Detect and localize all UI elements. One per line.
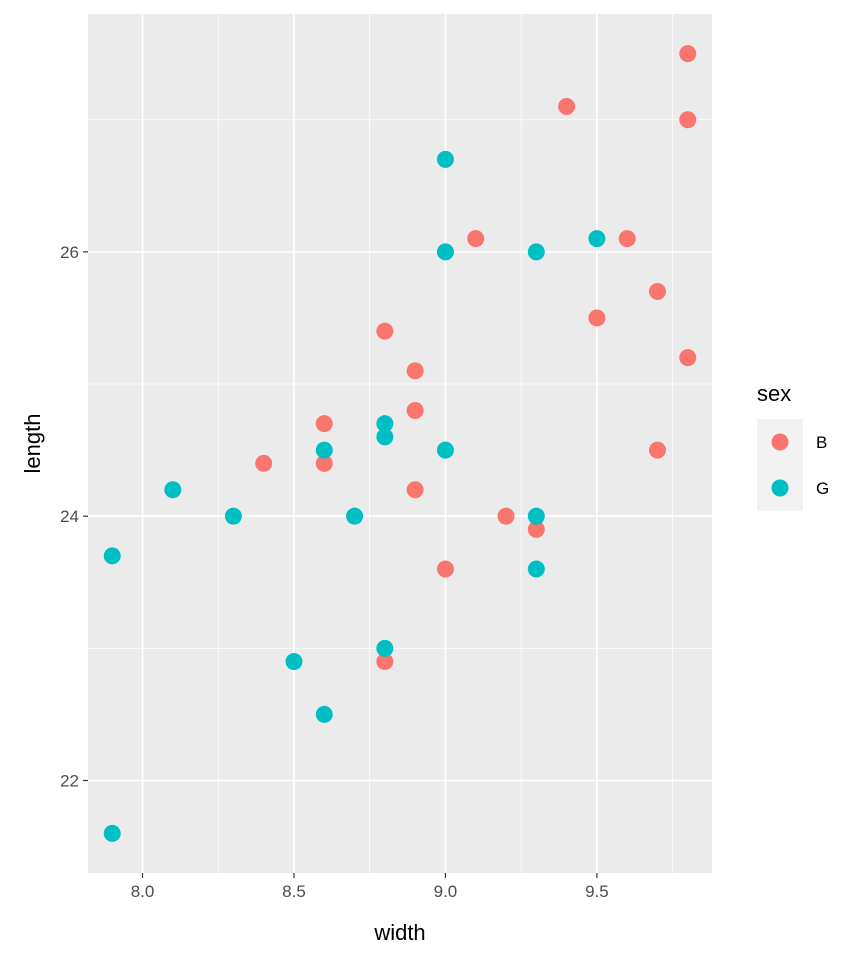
grid-minor <box>88 14 712 873</box>
point-G <box>315 705 333 723</box>
point-B <box>255 454 273 472</box>
point-G <box>224 507 242 525</box>
point-G <box>346 507 364 525</box>
point-B <box>436 560 454 578</box>
point-B <box>679 111 697 129</box>
grid-major <box>88 14 712 873</box>
x-axis: 8.0 8.5 9.0 9.5 <box>131 873 609 901</box>
point-B <box>376 322 394 340</box>
point-B <box>315 454 333 472</box>
point-B <box>315 415 333 433</box>
point-G <box>376 428 394 446</box>
plot-panel <box>88 14 712 873</box>
point-G <box>285 653 303 671</box>
legend-key-G <box>771 479 789 497</box>
legend-title: sex <box>757 381 791 406</box>
point-B <box>588 309 606 327</box>
legend-key-B <box>771 433 789 451</box>
legend-label-G: G <box>816 479 829 498</box>
point-B <box>558 98 576 116</box>
point-B <box>527 520 545 538</box>
point-B <box>618 230 636 248</box>
point-G <box>103 547 121 565</box>
point-B <box>648 283 666 301</box>
point-G <box>527 560 545 578</box>
point-G <box>376 639 394 657</box>
point-B <box>406 481 424 499</box>
point-G <box>376 415 394 433</box>
point-G <box>164 481 182 499</box>
point-G <box>527 507 545 525</box>
point-G <box>436 150 454 168</box>
data-points <box>103 45 697 842</box>
point-B <box>406 401 424 419</box>
point-B <box>376 653 394 671</box>
y-tick-label: 26 <box>60 243 79 262</box>
legend-key-background <box>757 419 803 511</box>
point-G <box>527 243 545 261</box>
y-tick-label: 24 <box>60 507 79 526</box>
legend: sex B G <box>757 381 829 511</box>
point-G <box>436 243 454 261</box>
point-B <box>497 507 515 525</box>
x-tick-label: 9.0 <box>434 882 458 901</box>
point-G <box>103 824 121 842</box>
y-axis: 22 24 26 <box>60 243 88 790</box>
x-axis-title: width <box>373 920 425 945</box>
x-tick-label: 8.0 <box>131 882 155 901</box>
x-tick-label: 9.5 <box>585 882 609 901</box>
point-B <box>406 362 424 380</box>
point-G <box>315 441 333 459</box>
point-B <box>679 349 697 367</box>
point-G <box>436 441 454 459</box>
legend-label-B: B <box>816 433 827 452</box>
point-B <box>679 45 697 63</box>
point-G <box>588 230 606 248</box>
y-tick-label: 22 <box>60 771 79 790</box>
x-tick-label: 8.5 <box>282 882 306 901</box>
point-B <box>648 441 666 459</box>
y-axis-title: length <box>20 414 45 474</box>
point-B <box>467 230 485 248</box>
